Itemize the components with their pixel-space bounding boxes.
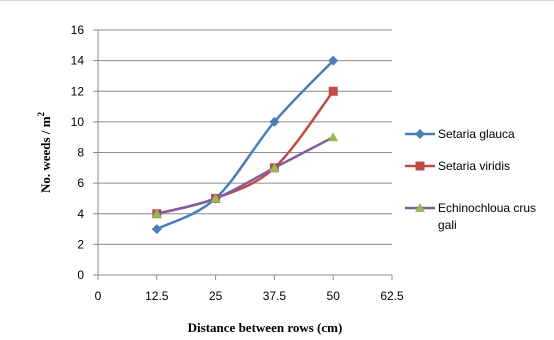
data-point [269, 162, 280, 172]
series-diamond [151, 55, 339, 235]
legend: Setaria glauca Setaria viridis Echinochlou… [405, 127, 536, 232]
data-point [151, 208, 162, 218]
series-group [151, 55, 339, 235]
legend-item: Setaria glauca [405, 127, 515, 141]
x-axis-title: Distance between rows (cm) [188, 320, 343, 335]
gridlines [98, 29, 392, 245]
y-tick-label: 6 [77, 176, 84, 190]
y-tick-labels: 0 2 4 6 8 10 12 14 16 [71, 23, 85, 282]
axes [93, 29, 393, 280]
x-tick-label: 62.5 [380, 289, 404, 303]
data-point [328, 86, 338, 96]
data-point [328, 132, 339, 142]
legend-item: Setaria viridis [405, 159, 510, 173]
x-tick-label: 25 [209, 289, 223, 303]
series-line [156, 136, 334, 215]
legend-marker [415, 129, 425, 139]
legend-marker [415, 161, 425, 171]
data-point [328, 55, 339, 66]
legend-item: Echinochloua crus gali [405, 201, 536, 232]
y-tick-label: 2 [77, 237, 84, 251]
legend-label: Setaria glauca [438, 127, 515, 141]
y-axis-title-text: No. weeds / m [38, 116, 53, 193]
y-tick-label: 14 [71, 54, 85, 68]
x-tick-label: 37.5 [263, 289, 287, 303]
y-tick-label: 4 [77, 207, 84, 221]
legend-marker [415, 203, 425, 212]
legend-label: Setaria viridis [438, 159, 510, 173]
y-axis-title: No. weeds / m2 [36, 111, 53, 193]
x-tick-label: 12.5 [145, 289, 169, 303]
y-tick-label: 12 [71, 84, 85, 98]
data-point [151, 224, 162, 235]
y-tick-label: 16 [71, 23, 85, 37]
x-tick-label: 50 [327, 289, 341, 303]
series-line [156, 59, 335, 231]
legend-label: gali [438, 218, 457, 232]
legend-label: Echinochloua crus [438, 201, 536, 215]
x-tick-label: 0 [95, 289, 102, 303]
y-tick-label: 8 [77, 146, 84, 160]
y-tick-label: 10 [71, 115, 85, 129]
y-tick-label: 0 [77, 268, 84, 282]
x-tick-labels: 0 12.5 25 37.5 50 62.5 [95, 289, 404, 303]
y-axis-title-superscript: 2 [36, 111, 46, 116]
data-point [269, 116, 280, 127]
data-point [210, 193, 221, 203]
series-triangle [151, 132, 339, 218]
